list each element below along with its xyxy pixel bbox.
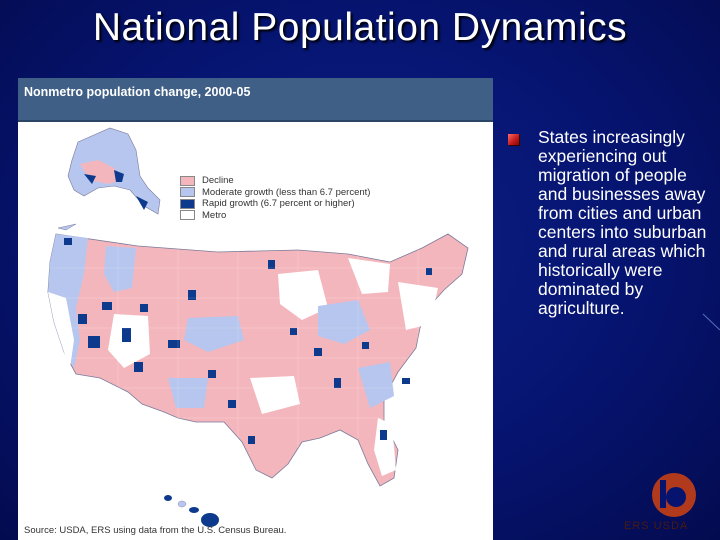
legend-swatch [180,175,195,186]
legend-swatch [180,198,195,209]
bullet-text: States increasingly experiencing out mig… [538,127,707,318]
logo-caption: ERS USDA [624,520,689,532]
map-title: Nonmetro population change, 2000-05 [24,85,251,99]
slide-title: National Population Dynamics [92,6,628,49]
map-source-note: Source: USDA, ERS using data from the U.… [24,525,287,536]
legend-swatch [180,210,195,221]
contiguous-us-shape [47,233,469,487]
legend-label: Moderate growth (less than 6.7 percent) [202,186,371,198]
map-header: Nonmetro population change, 2000-05 [18,78,493,122]
legend-item-decline: Decline [180,175,370,187]
alaska-shape [57,127,161,231]
legend-label: Decline [202,175,234,187]
legend-item-rapid-growth: Rapid growth (6.7 percent or higher) [180,198,370,210]
map-panel: Nonmetro population change, 2000-05 Decl… [18,78,493,540]
legend-item-moderate-growth: Moderate growth (less than 6.7 percent) [180,187,370,199]
hawaii-shape [164,495,219,527]
us-county-map [47,127,469,527]
ers-logo-icon [652,473,696,517]
ers-logo: ERS USDA [622,470,720,540]
legend-item-metro: Metro [180,210,370,222]
map-legend: Decline Moderate growth (less than 6.7 p… [180,175,370,221]
legend-swatch [180,187,195,198]
legend-label: Metro [202,209,227,221]
bullet-square-icon [508,134,519,145]
legend-label: Rapid growth (6.7 percent or higher) [202,198,355,210]
